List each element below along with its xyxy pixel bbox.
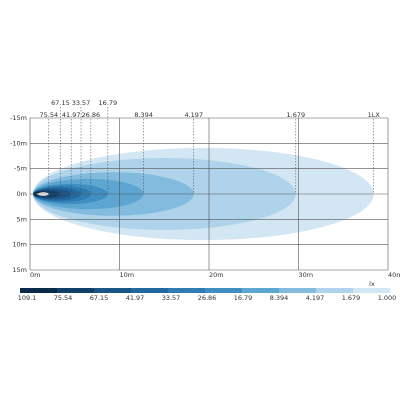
contour-label: 33.57 <box>72 99 91 107</box>
colorbar-label: 75.54 <box>54 294 73 302</box>
y-tick-label: 5m <box>17 215 27 223</box>
x-tick-label: 20m <box>209 271 224 279</box>
contour-label: 4.197 <box>184 111 203 119</box>
colorbar-label: 1.679 <box>342 294 361 302</box>
colorbar-segment <box>20 288 58 293</box>
contour-label: 16.79 <box>99 99 118 107</box>
colorbar-unit: lx <box>369 280 375 288</box>
colorbar-label: 16.79 <box>234 294 253 302</box>
contour-label: 41.97 <box>62 111 81 119</box>
x-tick-label: 30m <box>299 271 314 279</box>
x-tick-label: 40m <box>388 271 400 279</box>
colorbar-label: 1.000 <box>378 294 397 302</box>
colorbar-label: 4.197 <box>306 294 325 302</box>
colorbar-label: 67.15 <box>90 294 109 302</box>
y-tick-label: -5m <box>14 165 27 173</box>
x-tick-label: 0m <box>30 271 40 279</box>
colorbar-segment <box>131 288 169 293</box>
contour-label: 1.679 <box>287 111 306 119</box>
contour-label: 26.86 <box>82 111 101 119</box>
contour-label: 67.15 <box>51 99 70 107</box>
colorbar-label: 33.57 <box>162 294 181 302</box>
contour-label: 8.394 <box>134 111 153 119</box>
y-tick-label: 10m <box>12 241 27 249</box>
colorbar-label: 8.394 <box>270 294 289 302</box>
colorbar-label: 41.97 <box>126 294 145 302</box>
colorbar-segment <box>279 288 317 293</box>
y-tick-label: 15m <box>12 266 27 274</box>
colorbar-segment <box>353 288 391 293</box>
colorbar-segment <box>316 288 354 293</box>
y-tick-label: 0m <box>17 190 27 198</box>
contour-label: 75.54 <box>39 111 58 119</box>
colorbar-label: 109.1 <box>18 294 37 302</box>
colorbar-segment <box>57 288 95 293</box>
y-tick-label: -15m <box>10 114 27 122</box>
x-tick-label: 10m <box>120 271 135 279</box>
colorbar-segment <box>94 288 132 293</box>
y-tick-label: -10m <box>10 139 27 147</box>
colorbar-segment <box>242 288 280 293</box>
contour-label: 1LX <box>368 111 381 119</box>
colorbar-segment <box>168 288 206 293</box>
colorbar-segment <box>205 288 243 293</box>
colorbar-label: 26.86 <box>198 294 217 302</box>
